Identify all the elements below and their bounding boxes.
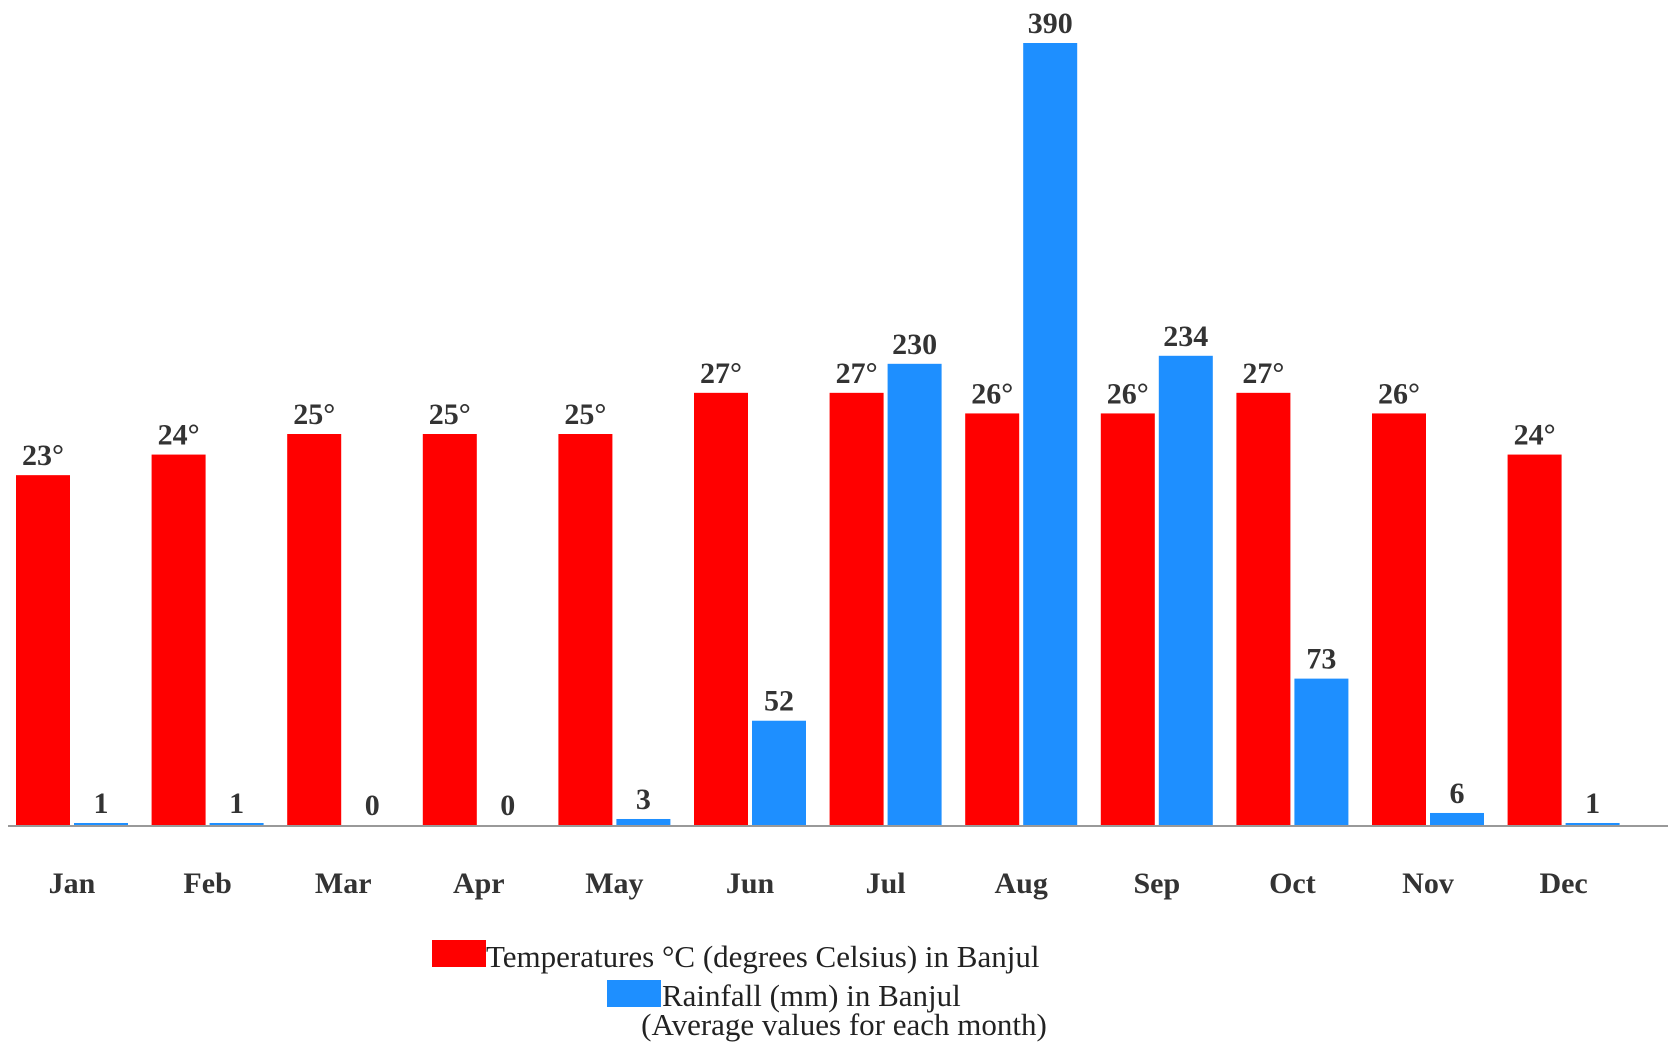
data-label: 52 (764, 685, 794, 718)
data-label: 1 (94, 787, 109, 820)
data-label: 3 (636, 783, 651, 816)
bar (74, 822, 128, 825)
data-label: 24° (158, 419, 200, 452)
data-label: 23° (22, 439, 64, 472)
data-label: 0 (500, 789, 515, 822)
data-label: 25° (564, 398, 606, 431)
legend-label: Rainfall (mm) in Banjul (662, 978, 961, 1013)
bar (1294, 678, 1349, 825)
bar (1023, 43, 1078, 825)
data-label: 27° (1242, 357, 1284, 390)
x-tick-label: May (585, 867, 643, 900)
chart-subtitle: (Average values for each month) (641, 1007, 1047, 1042)
data-label: 0 (365, 789, 380, 822)
bar (694, 392, 748, 825)
data-label: 6 (1450, 777, 1465, 810)
bar (558, 434, 613, 825)
data-label: 24° (1514, 419, 1556, 452)
data-label: 25° (429, 398, 471, 431)
x-tick-label: Oct (1269, 867, 1316, 900)
bar (16, 475, 70, 825)
x-tick-label: Sep (1133, 867, 1180, 900)
bar (1430, 812, 1484, 825)
x-tick-label: Aug (995, 867, 1048, 900)
data-label: 25° (293, 398, 335, 431)
x-tick-label: Feb (183, 867, 231, 900)
bar (287, 434, 342, 825)
bar (1100, 413, 1155, 825)
data-label: 27° (836, 357, 878, 390)
bar (1236, 392, 1291, 825)
x-tick-label: Jun (726, 867, 775, 900)
x-tick-label: Apr (453, 867, 505, 900)
bar (422, 434, 477, 825)
legend-swatch (432, 940, 486, 967)
data-label: 26° (1107, 377, 1149, 410)
bar (829, 392, 884, 825)
legend-swatch (607, 980, 661, 1007)
bar (1158, 355, 1213, 825)
data-label: 73 (1306, 643, 1336, 676)
data-label: 390 (1028, 7, 1073, 40)
bar (1372, 413, 1426, 825)
bar (1565, 822, 1620, 825)
bar (209, 822, 264, 825)
data-label: 26° (971, 377, 1013, 410)
x-tick-label: Jan (49, 867, 96, 900)
bar (752, 720, 806, 825)
x-tick-label: Mar (315, 867, 372, 900)
x-tick-label: Nov (1402, 867, 1454, 900)
data-label: 27° (700, 357, 742, 390)
data-label: 26° (1378, 377, 1420, 410)
bar (1507, 454, 1562, 825)
data-label: 1 (229, 787, 244, 820)
bar (151, 454, 206, 825)
legend-label: Temperatures °C (degrees Celsius) in Ban… (486, 939, 1039, 974)
data-label: 230 (892, 328, 937, 361)
bar (616, 818, 671, 825)
data-label: 1 (1585, 787, 1600, 820)
bar (965, 413, 1020, 825)
x-tick-label: Dec (1539, 867, 1587, 900)
bar (887, 363, 942, 825)
data-label: 234 (1163, 320, 1208, 353)
x-tick-label: Jul (866, 867, 906, 900)
